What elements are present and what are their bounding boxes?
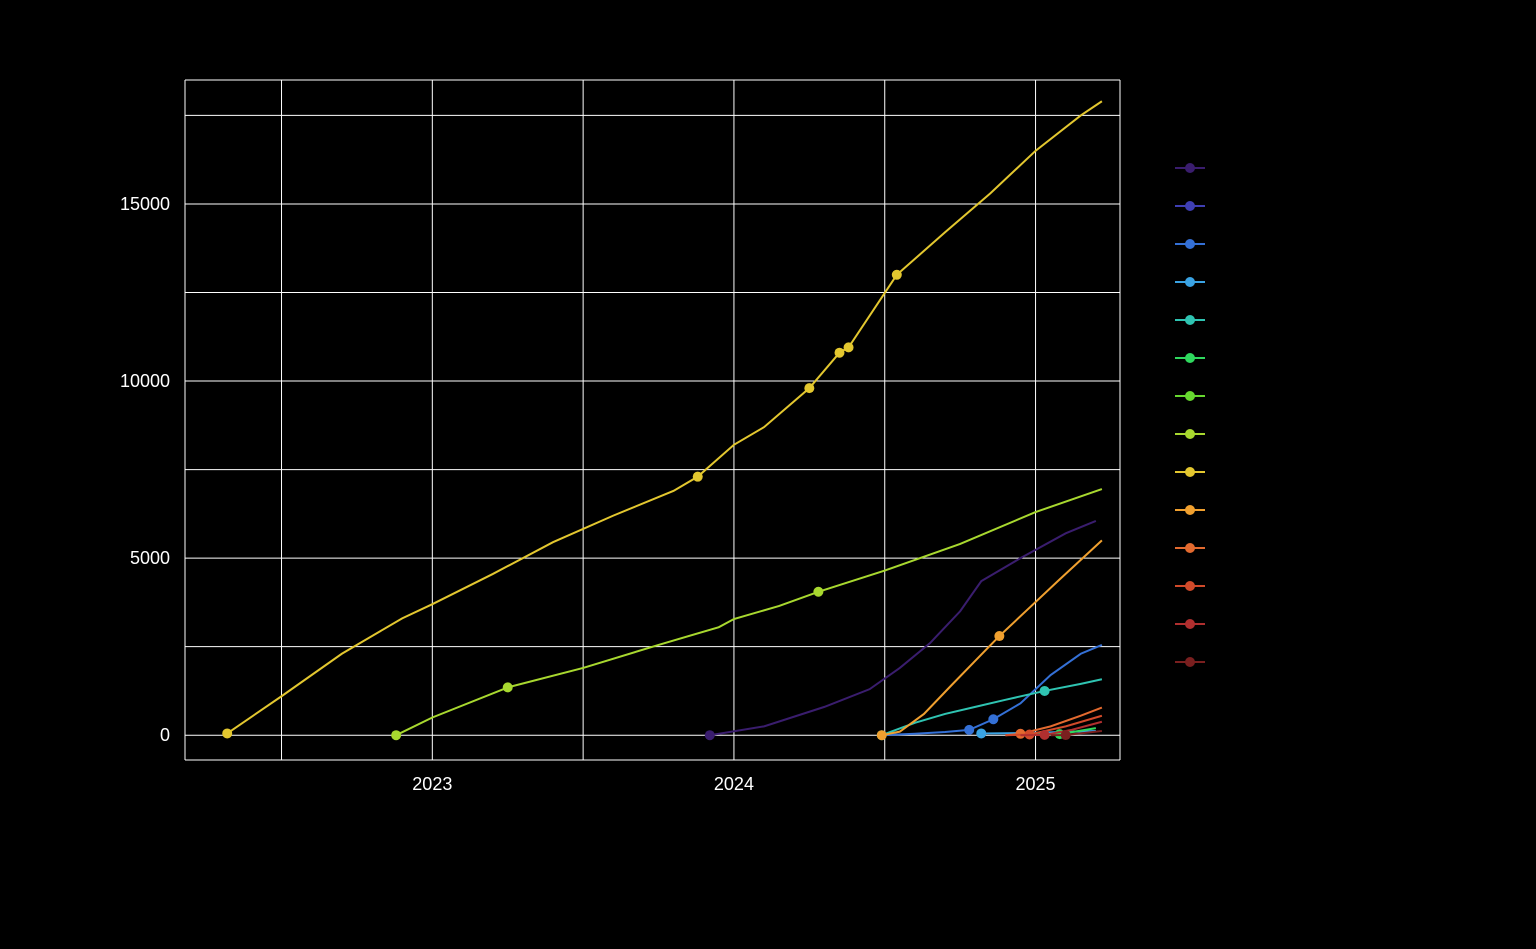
series-1-line [710,521,1096,735]
legend-marker [1185,239,1195,249]
legend-marker [1185,353,1195,363]
legend-marker [1185,543,1195,553]
series-8-marker [391,730,401,740]
legend-marker [1185,467,1195,477]
legend-marker [1185,391,1195,401]
series-8-line [396,489,1102,735]
series-1-marker [705,730,715,740]
legend-marker [1185,163,1195,173]
legend-marker [1185,581,1195,591]
series-9-marker [835,348,845,358]
x-tick-label: 2023 [412,774,452,794]
legend-marker [1185,277,1195,287]
y-tick-label: 15000 [120,194,170,214]
legend-marker [1185,201,1195,211]
series-5-line [882,679,1102,735]
y-tick-label: 10000 [120,371,170,391]
legend-marker [1185,505,1195,515]
series-10-marker [877,730,887,740]
series-5-marker [1040,686,1050,696]
series-9-marker [892,270,902,280]
series-13-marker [1040,730,1050,740]
series-9-marker [844,342,854,352]
series-10-marker [994,631,1004,641]
series-9-marker [804,383,814,393]
y-tick-label: 5000 [130,548,170,568]
x-tick-label: 2024 [714,774,754,794]
x-tick-label: 2025 [1016,774,1056,794]
series-10-line [882,540,1102,735]
series-9-marker [693,472,703,482]
legend-marker [1185,315,1195,325]
legend-marker [1185,619,1195,629]
y-tick-label: 0 [160,725,170,745]
series-9-marker [222,728,232,738]
series-8-marker [503,682,513,692]
series-14-marker [1061,730,1071,740]
chart-svg: 2023 2024 2025 0 5000 10000 15000 [0,0,1536,949]
legend-marker [1185,657,1195,667]
series-4-marker [976,728,986,738]
line-chart: 2023 2024 2025 0 5000 10000 15000 [0,0,1536,949]
legend-marker [1185,429,1195,439]
series-8-marker [813,587,823,597]
series-3-marker [988,714,998,724]
series-9-line [227,101,1102,733]
series-3-marker [964,725,974,735]
